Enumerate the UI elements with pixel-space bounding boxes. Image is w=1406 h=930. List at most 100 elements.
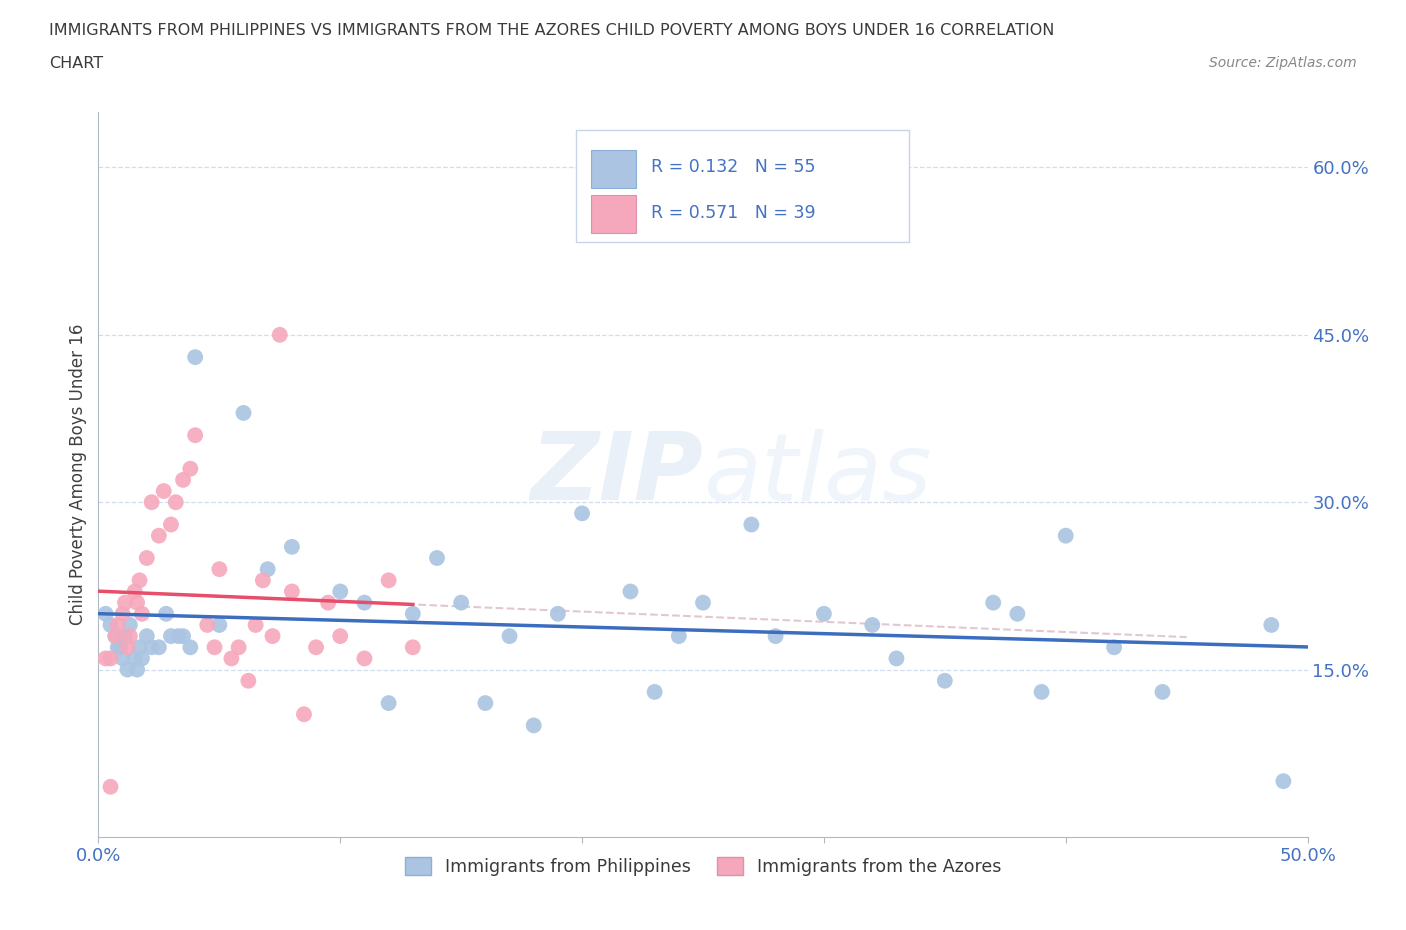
Point — [114, 629, 136, 644]
Text: R = 0.571   N = 39: R = 0.571 N = 39 — [651, 205, 815, 222]
Point — [547, 606, 569, 621]
Point — [740, 517, 762, 532]
Point — [172, 629, 194, 644]
Point — [118, 629, 141, 644]
Point — [238, 673, 260, 688]
Y-axis label: Child Poverty Among Boys Under 16: Child Poverty Among Boys Under 16 — [69, 324, 87, 625]
Point — [104, 629, 127, 644]
Point — [172, 472, 194, 487]
Point — [107, 640, 129, 655]
Point — [124, 651, 146, 666]
Point — [152, 484, 174, 498]
Point — [184, 428, 207, 443]
Point — [269, 327, 291, 342]
Point — [644, 684, 666, 699]
Point — [148, 640, 170, 655]
Point — [114, 595, 136, 610]
Point — [1054, 528, 1077, 543]
Point — [571, 506, 593, 521]
Point — [221, 651, 243, 666]
Point — [813, 606, 835, 621]
Text: R = 0.132   N = 55: R = 0.132 N = 55 — [651, 158, 815, 177]
Point — [160, 517, 183, 532]
Point — [107, 618, 129, 632]
Point — [108, 640, 131, 655]
Point — [1102, 640, 1125, 655]
Point — [228, 640, 250, 655]
Point — [981, 595, 1004, 610]
Point — [117, 640, 139, 655]
Point — [256, 562, 278, 577]
Point — [281, 584, 304, 599]
Point — [860, 618, 883, 632]
Point — [128, 640, 150, 655]
Point — [934, 673, 956, 688]
Point — [377, 573, 399, 588]
Point — [195, 618, 218, 632]
Point — [1152, 684, 1174, 699]
Point — [135, 629, 157, 644]
Point — [94, 606, 117, 621]
Point — [128, 573, 150, 588]
Point — [111, 606, 134, 621]
Point — [402, 606, 425, 621]
Point — [692, 595, 714, 610]
Point — [329, 584, 352, 599]
Legend: Immigrants from Philippines, Immigrants from the Azores: Immigrants from Philippines, Immigrants … — [398, 850, 1008, 883]
Text: ZIP: ZIP — [530, 429, 703, 520]
Point — [281, 539, 304, 554]
Point — [131, 651, 153, 666]
Point — [377, 696, 399, 711]
Point — [252, 573, 274, 588]
Point — [262, 629, 284, 644]
Point — [94, 651, 117, 666]
Point — [204, 640, 226, 655]
Point — [141, 495, 163, 510]
Point — [179, 461, 201, 476]
Point — [329, 629, 352, 644]
Point — [1031, 684, 1053, 699]
Text: Source: ZipAtlas.com: Source: ZipAtlas.com — [1209, 56, 1357, 70]
Point — [765, 629, 787, 644]
Point — [165, 495, 187, 510]
Point — [498, 629, 520, 644]
Point — [245, 618, 267, 632]
Point — [167, 629, 190, 644]
Point — [316, 595, 339, 610]
Point — [135, 551, 157, 565]
Point — [100, 651, 122, 666]
Point — [426, 551, 449, 565]
Point — [100, 618, 122, 632]
Point — [353, 595, 375, 610]
Point — [208, 618, 231, 632]
Point — [124, 584, 146, 599]
Point — [118, 618, 141, 632]
Point — [208, 562, 231, 577]
Text: IMMIGRANTS FROM PHILIPPINES VS IMMIGRANTS FROM THE AZORES CHILD POVERTY AMONG BO: IMMIGRANTS FROM PHILIPPINES VS IMMIGRANT… — [49, 23, 1054, 38]
Point — [111, 651, 134, 666]
Point — [886, 651, 908, 666]
Point — [1260, 618, 1282, 632]
Point — [100, 779, 122, 794]
FancyBboxPatch shape — [591, 195, 637, 232]
Point — [127, 662, 149, 677]
Point — [232, 405, 254, 420]
Point — [474, 696, 496, 711]
Point — [184, 350, 207, 365]
Point — [104, 629, 127, 644]
FancyBboxPatch shape — [576, 130, 908, 242]
Point — [127, 595, 149, 610]
Point — [117, 662, 139, 677]
Point — [1272, 774, 1295, 789]
Point — [523, 718, 546, 733]
Point — [1007, 606, 1029, 621]
Point — [450, 595, 472, 610]
FancyBboxPatch shape — [591, 150, 637, 188]
Point — [141, 640, 163, 655]
Point — [305, 640, 328, 655]
Point — [402, 640, 425, 655]
Point — [148, 528, 170, 543]
Point — [668, 629, 690, 644]
Text: atlas: atlas — [703, 429, 931, 520]
Text: CHART: CHART — [49, 56, 103, 71]
